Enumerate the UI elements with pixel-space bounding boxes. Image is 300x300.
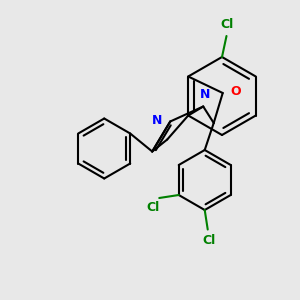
Text: N: N [200, 88, 210, 100]
Text: N: N [152, 113, 163, 127]
Text: Cl: Cl [220, 19, 233, 32]
Text: Cl: Cl [147, 201, 160, 214]
Text: O: O [230, 85, 241, 98]
Text: Cl: Cl [202, 234, 216, 247]
